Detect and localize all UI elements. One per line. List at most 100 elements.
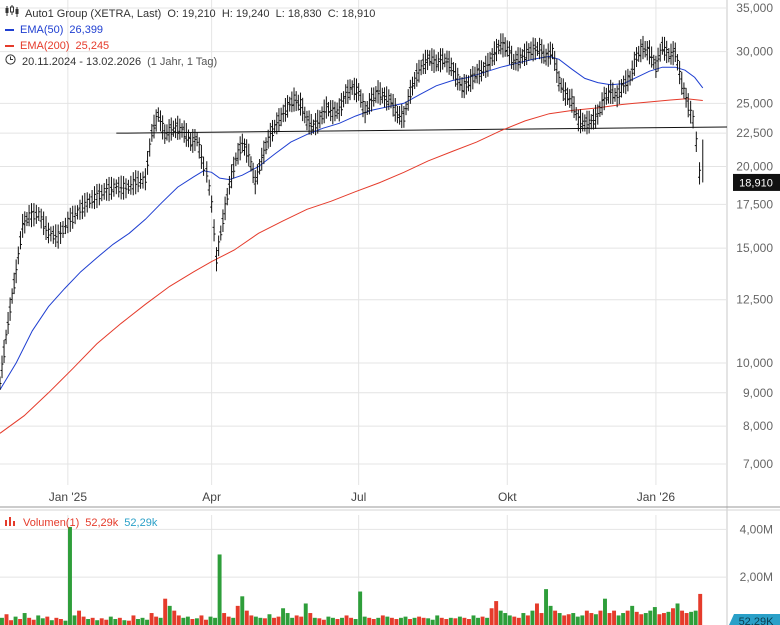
volume-value: 52,29k	[85, 516, 119, 529]
volume-legend[interactable]: Volumen(1) 52,29k 52,29k	[5, 516, 157, 529]
volume-bar	[417, 616, 422, 625]
ema50-label: EMA(50)	[20, 24, 64, 36]
volume-bar	[471, 615, 476, 625]
volume-bar	[249, 615, 254, 625]
volume-bar	[267, 614, 272, 625]
x-tick-label: Jan '25	[49, 490, 88, 504]
volume-bar	[571, 613, 576, 625]
volume-bar	[308, 613, 313, 625]
y-tick-label: 10,000	[736, 356, 773, 370]
volume-bar	[544, 589, 549, 625]
volume-bar	[462, 617, 467, 625]
volume-bar	[457, 616, 462, 625]
volume-bar	[108, 616, 113, 625]
volume-gridlines	[0, 528, 727, 578]
x-tick-label: Okt	[498, 490, 517, 504]
volume-bar	[435, 615, 440, 625]
open-value: 19,210	[182, 7, 216, 20]
volume-bar	[421, 617, 426, 625]
volume-bar	[86, 619, 91, 625]
volume-bar	[136, 619, 140, 625]
volume-bar	[54, 617, 59, 625]
ema200-line[interactable]	[0, 98, 703, 434]
volume-bar	[217, 554, 222, 625]
y-tick-label: 8,000	[743, 419, 773, 433]
volume-bar	[213, 617, 218, 625]
volume-bar	[607, 613, 612, 625]
ema50-value: 26,399	[69, 24, 104, 36]
volume-label: Volumen(1)	[23, 516, 80, 529]
x-tick-label: Apr	[202, 490, 221, 504]
volume-bar	[603, 598, 607, 625]
volume-bar	[140, 617, 145, 625]
volume-bar	[439, 617, 444, 625]
volume-bar	[77, 610, 82, 625]
volume-bar	[398, 617, 403, 625]
volume-bar	[208, 616, 213, 625]
price-tag-label: 18,910	[739, 177, 773, 189]
volume-bar	[18, 619, 23, 625]
volume-bar	[612, 610, 617, 625]
volume-bar	[476, 617, 481, 625]
volume-bar	[303, 603, 308, 625]
volume-bar	[698, 593, 703, 625]
volume-bar	[584, 610, 589, 625]
volume-bar	[358, 591, 363, 625]
volume-bar	[634, 611, 639, 625]
volume-bar	[222, 613, 227, 625]
volume-bar	[548, 605, 553, 625]
y-tick-label: 15,000	[736, 241, 773, 255]
volume-bar	[630, 605, 635, 625]
volume-bar	[72, 615, 77, 625]
date-range-row: 20.11.2024 - 13.02.2026 (1 Jahr, 1 Tag)	[5, 54, 375, 70]
volume-bar	[31, 619, 36, 625]
volume-bar	[621, 613, 626, 625]
volume-bar	[671, 608, 675, 625]
volume-bar	[539, 613, 544, 625]
ema50-legend[interactable]: EMA(50) 26,399	[5, 22, 375, 38]
volume-bars	[0, 526, 703, 625]
volume-bar	[367, 617, 372, 625]
volume-bar	[598, 610, 603, 625]
open-label: O:	[167, 7, 179, 20]
volume-bar	[530, 610, 535, 625]
volume-value-alt: 52,29k	[124, 516, 158, 529]
volume-bar	[226, 616, 231, 625]
volume-bar	[27, 617, 32, 625]
volume-bar	[557, 613, 562, 625]
volume-tag: 52,29K	[729, 614, 780, 625]
volume-bar	[657, 614, 662, 625]
ema200-label: EMA(200)	[20, 40, 70, 52]
volume-bar	[448, 617, 453, 625]
volume-bar	[693, 610, 698, 625]
volume-bar	[589, 613, 594, 625]
close-label: C:	[327, 7, 339, 20]
y-tick-label: 7,000	[743, 457, 773, 471]
volume-bar	[344, 615, 349, 625]
volume-bar	[616, 615, 621, 625]
volume-bar	[408, 619, 412, 625]
volume-bar	[535, 603, 539, 625]
volume-bar	[643, 613, 648, 625]
date-range: 20.11.2024 - 13.02.2026	[22, 56, 142, 68]
trendline[interactable]	[116, 126, 728, 134]
volume-bar	[299, 616, 304, 625]
volume-bar	[562, 615, 567, 625]
price-series[interactable]	[0, 33, 704, 390]
volume-bar	[235, 605, 240, 625]
volume-bar	[204, 619, 208, 625]
volume-bar	[403, 616, 408, 625]
volume-bar	[521, 613, 526, 625]
ema50-line[interactable]	[0, 55, 704, 390]
volume-bar	[58, 619, 63, 625]
volume-bar	[684, 613, 689, 625]
volume-bar	[149, 613, 154, 625]
ema200-legend[interactable]: EMA(200) 25,245	[5, 38, 375, 54]
volume-bar	[49, 620, 54, 625]
volume-bar	[13, 616, 18, 625]
volume-bar	[512, 616, 517, 625]
volume-bar	[575, 616, 580, 625]
volume-bar	[503, 613, 508, 625]
volume-bar	[580, 615, 585, 625]
instrument-title: Auto1 Group (XETRA, Last)	[25, 7, 162, 20]
